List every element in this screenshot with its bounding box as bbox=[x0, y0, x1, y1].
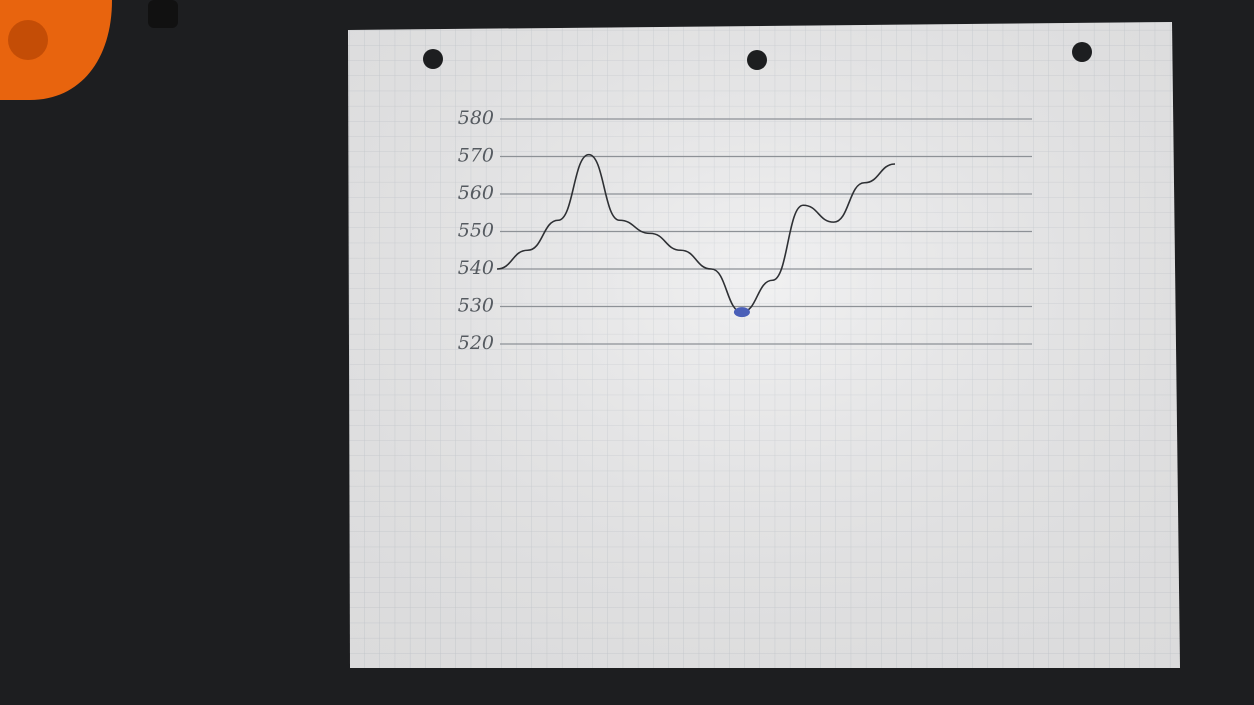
dark-object bbox=[148, 0, 178, 28]
punch-hole bbox=[1072, 42, 1092, 62]
y-tick-label: 550 bbox=[458, 220, 494, 242]
highlight-dot bbox=[733, 307, 750, 318]
punch-hole bbox=[423, 49, 443, 69]
paper-shading bbox=[348, 22, 1180, 668]
y-tick-label: 560 bbox=[458, 182, 494, 204]
orange-object-detail bbox=[8, 20, 48, 60]
y-tick-label: 520 bbox=[458, 332, 494, 354]
y-tick-label: 530 bbox=[458, 295, 494, 317]
y-tick-label: 580 bbox=[458, 107, 494, 129]
hand-drawn-chart: 520 530 540 550 560 570 580 bbox=[458, 107, 1032, 354]
data-line bbox=[496, 153, 896, 313]
y-tick-label: 570 bbox=[458, 145, 494, 167]
y-tick-label: 540 bbox=[458, 257, 494, 279]
punch-hole bbox=[747, 50, 767, 70]
